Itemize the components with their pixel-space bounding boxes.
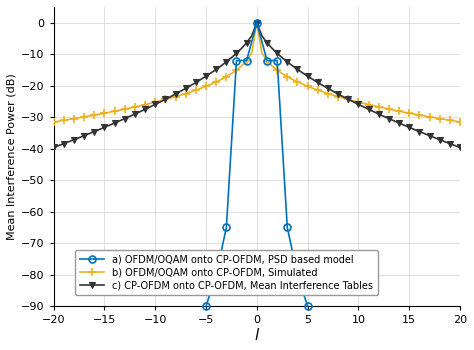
b) OFDM/OQAM onto CP-OFDM, Simulated <box>310 86 316 90</box>
a) OFDM/OQAM onto CP-OFDM, PSD based model <box>305 304 310 308</box>
a) OFDM/OQAM onto CP-OFDM, PSD based model <box>274 58 280 63</box>
a) OFDM/OQAM onto CP-OFDM, PSD based model <box>244 58 249 63</box>
Legend: a) OFDM/OQAM onto CP-OFDM, PSD based model, b) OFDM/OQAM onto CP-OFDM, Simulated: a) OFDM/OQAM onto CP-OFDM, PSD based mod… <box>75 250 378 295</box>
b) OFDM/OQAM onto CP-OFDM, Simulated <box>279 71 285 76</box>
a) OFDM/OQAM onto CP-OFDM, PSD based model <box>203 304 209 308</box>
c) CP-OFDM onto CP-OFDM, Mean Interference Tables <box>356 102 361 106</box>
b) OFDM/OQAM onto CP-OFDM, Simulated <box>406 111 412 115</box>
b) OFDM/OQAM onto CP-OFDM, Simulated <box>51 120 56 124</box>
Line: a) OFDM/OQAM onto CP-OFDM, PSD based model: a) OFDM/OQAM onto CP-OFDM, PSD based mod… <box>202 19 311 310</box>
b) OFDM/OQAM onto CP-OFDM, Simulated <box>254 21 260 25</box>
a) OFDM/OQAM onto CP-OFDM, PSD based model <box>234 58 239 63</box>
X-axis label: l: l <box>255 328 259 343</box>
Line: b) OFDM/OQAM onto CP-OFDM, Simulated: b) OFDM/OQAM onto CP-OFDM, Simulated <box>49 19 464 126</box>
c) CP-OFDM onto CP-OFDM, Mean Interference Tables <box>457 145 463 149</box>
a) OFDM/OQAM onto CP-OFDM, PSD based model <box>213 273 219 277</box>
a) OFDM/OQAM onto CP-OFDM, PSD based model <box>284 225 290 230</box>
a) OFDM/OQAM onto CP-OFDM, PSD based model <box>254 21 260 25</box>
Y-axis label: Mean Interference Power (dB): Mean Interference Power (dB) <box>7 73 17 240</box>
b) OFDM/OQAM onto CP-OFDM, Simulated <box>457 120 463 124</box>
a) OFDM/OQAM onto CP-OFDM, PSD based model <box>264 58 270 63</box>
b) OFDM/OQAM onto CP-OFDM, Simulated <box>386 107 392 111</box>
b) OFDM/OQAM onto CP-OFDM, Simulated <box>421 114 427 118</box>
c) CP-OFDM onto CP-OFDM, Mean Interference Tables <box>310 77 316 82</box>
a) OFDM/OQAM onto CP-OFDM, PSD based model <box>295 273 301 277</box>
c) CP-OFDM onto CP-OFDM, Mean Interference Tables <box>406 125 412 130</box>
Line: c) CP-OFDM onto CP-OFDM, Mean Interference Tables: c) CP-OFDM onto CP-OFDM, Mean Interferen… <box>50 19 464 151</box>
c) CP-OFDM onto CP-OFDM, Mean Interference Tables <box>279 56 285 60</box>
c) CP-OFDM onto CP-OFDM, Mean Interference Tables <box>254 21 260 25</box>
c) CP-OFDM onto CP-OFDM, Mean Interference Tables <box>51 145 56 149</box>
b) OFDM/OQAM onto CP-OFDM, Simulated <box>356 100 361 104</box>
c) CP-OFDM onto CP-OFDM, Mean Interference Tables <box>386 117 392 121</box>
c) CP-OFDM onto CP-OFDM, Mean Interference Tables <box>421 132 427 136</box>
a) OFDM/OQAM onto CP-OFDM, PSD based model <box>224 225 229 230</box>
